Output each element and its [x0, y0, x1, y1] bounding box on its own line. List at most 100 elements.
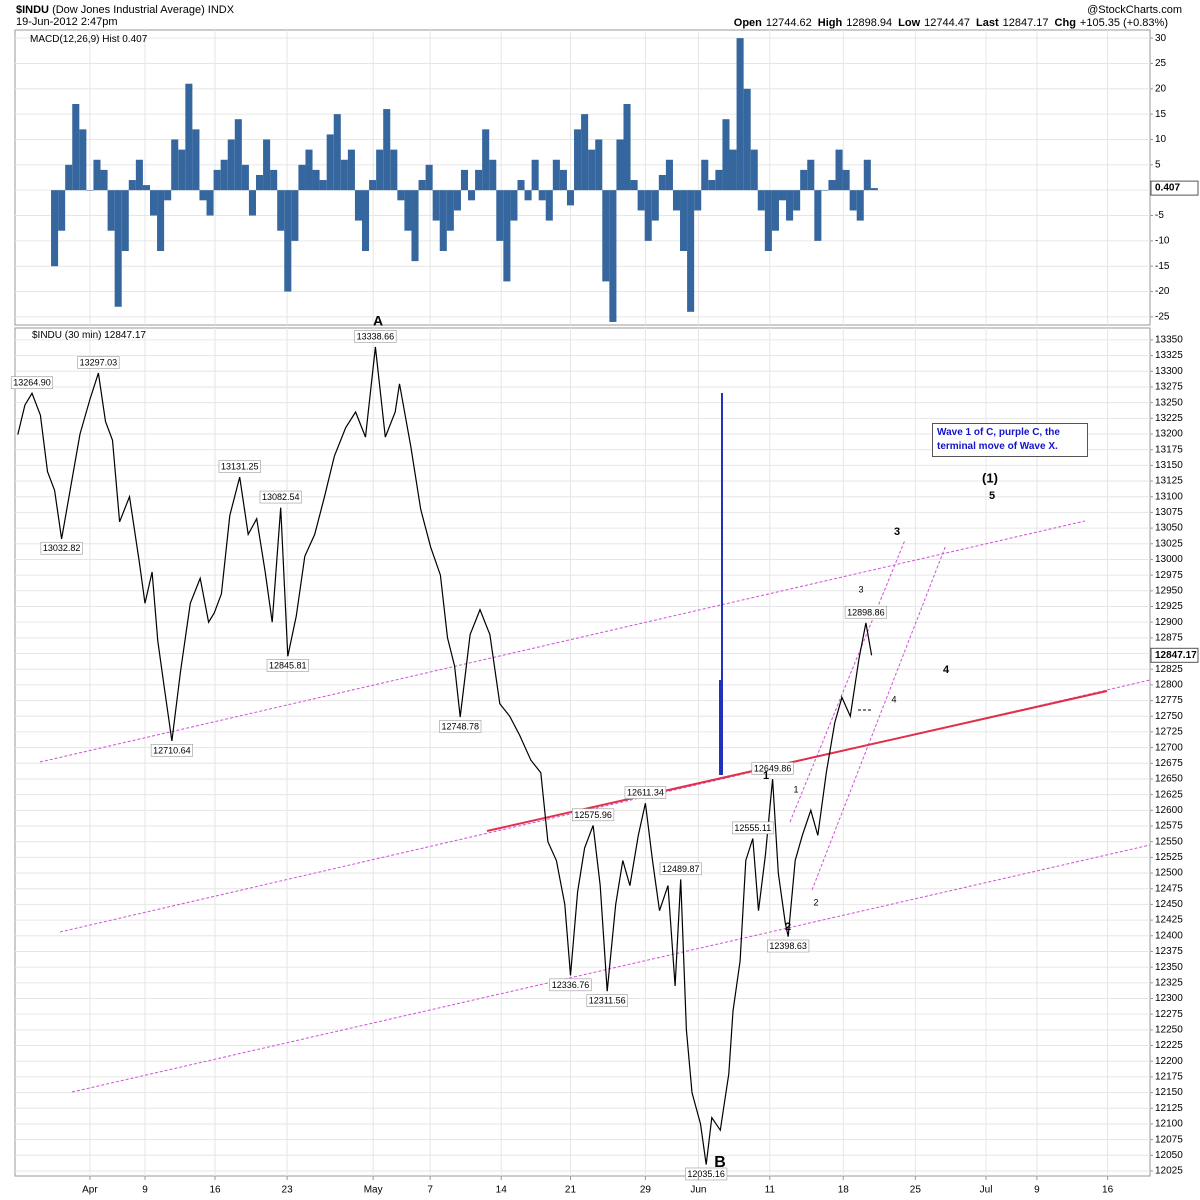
macd-bar — [503, 190, 511, 282]
x-tick-label: 14 — [496, 1185, 508, 1196]
value-label-box — [549, 978, 592, 992]
macd-bar — [637, 190, 645, 211]
macd-bar — [786, 190, 794, 221]
macd-bar — [369, 180, 377, 191]
header-title: $INDU (Dow Jones Industrial Average) IND… — [16, 4, 235, 16]
value-label: 13032.82 — [40, 541, 83, 555]
y-tick-label: 12175 — [1155, 1072, 1183, 1083]
value-label-text: 12398.63 — [769, 941, 807, 951]
price-last-tag-text: 12847.17 — [1155, 650, 1197, 661]
macd-bar — [701, 159, 709, 191]
y-tick-label: 10 — [1155, 134, 1167, 145]
x-tick-label: 7 — [427, 1185, 433, 1196]
quote-label: Open — [734, 17, 762, 29]
y-tick-label: -5 — [1155, 210, 1164, 221]
y-tick-label: 12150 — [1155, 1087, 1183, 1098]
value-label: 13264.90 — [10, 376, 54, 389]
macd-bar — [581, 114, 589, 191]
macd-bar — [602, 190, 610, 282]
value-label: 12710.64 — [150, 744, 193, 757]
macd-bar — [376, 149, 384, 191]
y-tick-label: 12600 — [1155, 805, 1183, 816]
macd-bar — [79, 129, 87, 191]
macd-bar — [566, 190, 575, 206]
y-tick-label: -15 — [1155, 261, 1170, 272]
macd-bar — [397, 190, 405, 201]
macd-bar — [291, 190, 299, 241]
quote-value: 12898.94 — [846, 17, 892, 29]
value-label: 12845.81 — [266, 659, 309, 672]
note-box: Wave 1 of C, purple C, the terminal move… — [932, 423, 1088, 457]
macd-bar — [411, 190, 419, 262]
macd-bar — [65, 164, 73, 191]
value-label-box — [844, 605, 887, 619]
macd-bar — [842, 169, 850, 191]
macd-bar — [468, 190, 476, 201]
macd-bar — [814, 190, 822, 241]
y-tick-label: 13050 — [1155, 523, 1183, 534]
macd-bar — [574, 129, 582, 191]
macd-last-tag-text: 0.407 — [1155, 183, 1180, 194]
value-label-text: 13338.66 — [357, 331, 395, 341]
channel-line — [789, 539, 906, 823]
minor-wave-label: 1 — [793, 784, 798, 794]
macd-bar — [185, 83, 193, 191]
value-label-text: 12845.81 — [269, 661, 307, 671]
value-label-text: 12555.11 — [734, 823, 771, 833]
macd-bar — [863, 159, 871, 191]
macd-bar — [157, 190, 165, 251]
y-tick-label: 12900 — [1155, 617, 1183, 628]
macd-bar — [439, 190, 447, 251]
macd-bar — [277, 190, 285, 231]
value-label-box — [150, 744, 193, 757]
legend-value: 12847.17 — [104, 330, 146, 341]
macd-bar — [270, 169, 278, 191]
y-tick-label: 13000 — [1155, 554, 1183, 565]
macd-bar — [828, 180, 836, 191]
macd-bar — [312, 169, 320, 191]
y-tick-label: 12400 — [1155, 930, 1183, 941]
value-label-text: 12710.64 — [153, 745, 191, 755]
macd-bar — [708, 180, 716, 191]
value-label-box — [572, 808, 615, 822]
y-tick-label: 13275 — [1155, 382, 1183, 393]
value-label-box — [439, 720, 482, 733]
macd-bar — [743, 88, 751, 191]
y-tick-label: 13325 — [1155, 350, 1183, 361]
y-tick-label: 12250 — [1155, 1024, 1183, 1035]
y-tick-label: 12450 — [1155, 899, 1183, 910]
price-line — [17, 346, 873, 1165]
y-tick-label: 12325 — [1155, 977, 1183, 988]
macd-bar — [213, 169, 221, 191]
y-tick-label: 12375 — [1155, 946, 1183, 957]
macd-bar — [199, 190, 207, 201]
y-tick-label: 12975 — [1155, 570, 1183, 581]
quote-label: Low — [898, 17, 920, 29]
macd-bar — [849, 190, 857, 211]
value-label-box — [732, 821, 774, 835]
value-label-text: 13131.25 — [221, 461, 259, 471]
legend-name: MACD(12,26,9) Hist — [30, 34, 120, 45]
macd-bar — [51, 190, 59, 267]
macd-bar — [821, 190, 829, 191]
y-tick-label: 20 — [1155, 83, 1167, 94]
macd-bar — [672, 190, 681, 211]
trendlines — [39, 393, 1151, 1093]
y-tick-label: 13350 — [1155, 335, 1183, 346]
name: (Dow Jones Industrial Average) — [52, 4, 205, 16]
macd-bar — [651, 190, 659, 221]
macd-bar — [390, 149, 398, 191]
macd-bar — [623, 104, 631, 191]
macd-bar — [432, 190, 440, 221]
value-label-text: 12649.86 — [754, 763, 792, 773]
macd-bar — [729, 149, 737, 191]
macd-bar — [870, 188, 878, 191]
y-tick-label: 13150 — [1155, 460, 1183, 471]
y-tick-label: 12925 — [1155, 601, 1183, 612]
y-tick-label: 12025 — [1155, 1166, 1183, 1177]
y-tick-label: 12800 — [1155, 680, 1183, 691]
price-panel — [14, 327, 1151, 1177]
macd-bar — [482, 129, 490, 191]
value-label-text: 13297.03 — [80, 358, 118, 368]
value-label-box — [751, 762, 794, 775]
